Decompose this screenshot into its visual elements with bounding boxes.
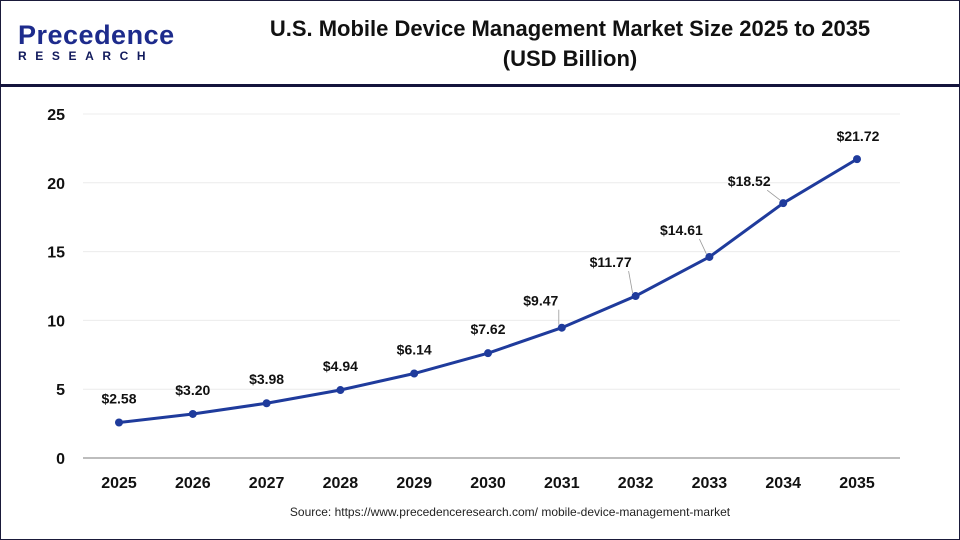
- chart-title-line1: U.S. Mobile Device Management Market Siz…: [269, 16, 871, 41]
- precedence-research-logo: Precedence RESEARCH: [18, 20, 175, 64]
- data-label: $11.77: [590, 254, 632, 270]
- data-label: $3.98: [249, 371, 284, 387]
- data-point: [410, 369, 419, 378]
- x-tick-label: 2034: [765, 475, 801, 492]
- data-point: [779, 199, 788, 208]
- x-tick-label: 2029: [396, 475, 432, 492]
- x-tick-label: 2031: [544, 475, 580, 492]
- y-tick-label: 0: [56, 451, 65, 468]
- data-label: $6.14: [397, 342, 432, 358]
- chart-title: U.S. Mobile Device Management Market Siz…: [200, 14, 940, 74]
- data-label: $7.62: [470, 321, 505, 337]
- y-tick-label: 5: [56, 382, 65, 399]
- source-note: Source: https://www.precedenceresearch.c…: [289, 505, 731, 519]
- data-label: $4.94: [323, 358, 358, 374]
- x-tick-label: 2033: [692, 475, 728, 492]
- data-label: $2.58: [101, 390, 136, 406]
- x-tick-label: 2028: [323, 475, 359, 492]
- data-point: [484, 349, 492, 358]
- data-label: $3.20: [175, 382, 210, 398]
- leader-line: [699, 238, 707, 255]
- y-tick-label: 20: [47, 176, 65, 193]
- chart-title-line2: (USD Billion): [502, 46, 638, 71]
- data-point: [336, 386, 345, 395]
- logo-subtext: RESEARCH: [18, 49, 155, 63]
- data-point: [631, 292, 640, 301]
- data-point: [557, 323, 566, 332]
- x-tick-label: 2025: [101, 475, 137, 492]
- data-point: [188, 409, 197, 418]
- data-point: [853, 155, 861, 164]
- leader-line: [766, 189, 781, 201]
- series-line: [118, 157, 858, 424]
- leader-line: [628, 270, 633, 294]
- data-point: [705, 252, 714, 261]
- header: Precedence RESEARCH U.S. Mobile Device M…: [0, 0, 960, 87]
- data-label: $9.47: [523, 293, 558, 309]
- y-tick-label: 25: [47, 107, 65, 124]
- x-tick-label: 2027: [249, 475, 285, 492]
- data-label: $21.72: [837, 128, 880, 144]
- x-tick-label: 2032: [618, 475, 654, 492]
- logo-text: Precedence: [18, 20, 175, 50]
- x-tick-label: 2035: [839, 475, 875, 492]
- x-tick-label: 2030: [470, 475, 506, 492]
- y-tick-label: 10: [47, 313, 65, 330]
- data-label: $18.52: [728, 173, 771, 189]
- y-tick-label: 15: [47, 245, 65, 262]
- x-tick-label: 2026: [175, 475, 211, 492]
- data-point: [115, 418, 123, 427]
- data-point: [262, 399, 271, 408]
- data-label: $14.61: [660, 222, 703, 238]
